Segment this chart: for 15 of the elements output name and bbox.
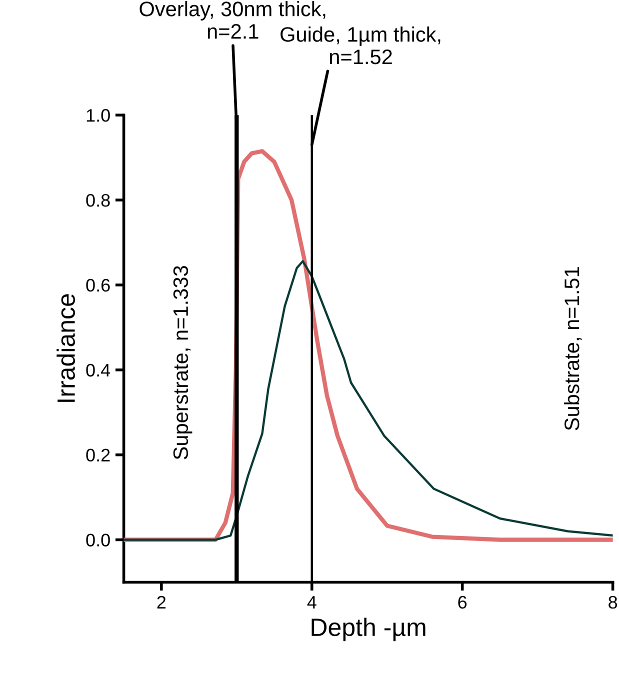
- y-tick-label: 0.8: [86, 194, 110, 207]
- x-tick-label: 4: [307, 596, 316, 608]
- x-axis-title: Depth -µm: [312, 618, 426, 642]
- y-tick-label: 1.0: [86, 109, 110, 122]
- y-axis-title: Irradiance: [56, 294, 76, 402]
- annotation: Guide, 1µm thick, n=1.52: [280, 26, 440, 64]
- x-tick-label: 6: [458, 596, 467, 609]
- annotation: Superstrate, n=1.333: [173, 266, 192, 460]
- y-tick-label: 0.2: [86, 448, 110, 462]
- x-tick-label: 2: [157, 596, 166, 608]
- y-tick-label: 0.0: [86, 534, 110, 546]
- annotation: Substrate, n=1.51: [564, 267, 582, 430]
- y-tick-label: 0.4: [86, 364, 110, 377]
- x-tick-label: 8: [608, 596, 618, 609]
- y-tick-label: 0.6: [86, 278, 110, 292]
